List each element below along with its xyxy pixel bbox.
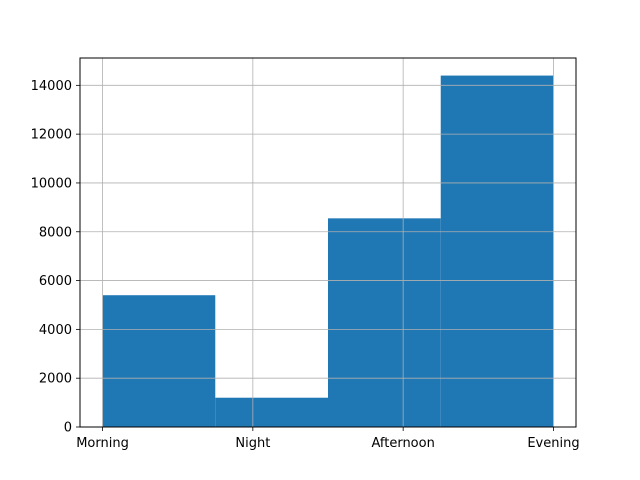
y-tick-label-1: 2000 <box>39 372 72 387</box>
x-tick-label-3: Evening <box>527 436 579 451</box>
x-tick-label-2: Afternoon <box>371 436 434 451</box>
y-tick-label-7: 14000 <box>31 79 72 94</box>
y-tick-label-2: 4000 <box>39 323 72 338</box>
grid-lines <box>80 58 576 428</box>
ticks: 0 2000 4000 6000 8000 10000 12000 14000 Morning N… <box>31 79 580 451</box>
plot-frame <box>79 57 577 428</box>
x-tick-label-0: Morning <box>76 436 129 451</box>
y-tick-label-6: 12000 <box>31 128 72 143</box>
y-tick-label-4: 8000 <box>39 225 72 240</box>
bar-3 <box>440 75 554 428</box>
x-tick-label-1: Night <box>235 436 270 451</box>
bar-0 <box>102 295 216 427</box>
y-tick-label-5: 10000 <box>31 176 72 191</box>
y-tick-label-3: 6000 <box>39 274 72 289</box>
bar-2 <box>328 218 441 427</box>
bar-1 <box>215 397 328 427</box>
y-tick-label-0: 0 <box>64 421 72 436</box>
bars <box>102 75 554 428</box>
axes <box>79 57 577 428</box>
